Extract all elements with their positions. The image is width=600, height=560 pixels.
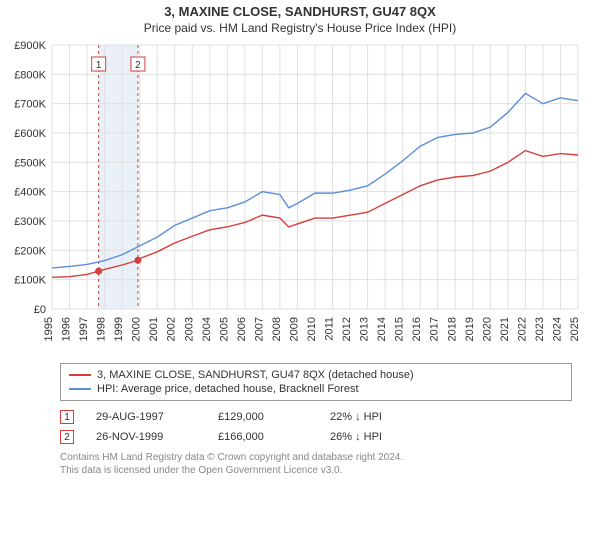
svg-text:2017: 2017	[429, 317, 441, 341]
svg-text:2015: 2015	[394, 317, 406, 341]
svg-text:2014: 2014	[376, 317, 388, 341]
svg-text:£600K: £600K	[14, 128, 46, 140]
svg-text:£900K: £900K	[14, 40, 46, 52]
svg-text:2019: 2019	[464, 317, 476, 341]
svg-text:£0: £0	[34, 304, 46, 316]
event-date: 29-AUG-1997	[96, 411, 196, 423]
svg-text:1999: 1999	[113, 317, 125, 341]
event-marker-badge: 1	[60, 410, 74, 424]
svg-text:2013: 2013	[359, 317, 371, 341]
svg-text:£100K: £100K	[14, 275, 46, 287]
svg-text:£700K: £700K	[14, 99, 46, 111]
svg-text:2011: 2011	[324, 317, 336, 341]
svg-text:2009: 2009	[288, 317, 300, 341]
svg-text:2023: 2023	[534, 317, 546, 341]
svg-text:1998: 1998	[96, 317, 108, 341]
svg-text:2005: 2005	[218, 317, 230, 341]
svg-text:£400K: £400K	[14, 187, 46, 199]
svg-text:2024: 2024	[551, 317, 563, 341]
transaction-events: 1 29-AUG-1997 £129,000 22% ↓ HPI 2 26-NOV-199…	[60, 407, 572, 447]
event-date: 26-NOV-1999	[96, 431, 196, 443]
svg-text:2022: 2022	[516, 317, 528, 341]
series-point	[95, 268, 102, 275]
event-marker: 2	[131, 57, 145, 71]
price-vs-hpi-chart: £0 £100K £200K £300K £400K £500K £600K £700K £80…	[0, 39, 600, 359]
svg-text:2003: 2003	[183, 317, 195, 341]
event-hpi-delta: 26% ↓ HPI	[330, 431, 382, 443]
chart-container: £0 £100K £200K £300K £400K £500K £600K £700K £80…	[0, 39, 600, 359]
svg-text:2012: 2012	[341, 317, 353, 341]
svg-text:2016: 2016	[411, 317, 423, 341]
event-price: £166,000	[218, 431, 308, 443]
svg-text:2: 2	[135, 60, 141, 71]
footer-attribution: Contains HM Land Registry data © Crown c…	[60, 451, 572, 477]
svg-text:1997: 1997	[78, 317, 90, 341]
svg-text:2002: 2002	[166, 317, 178, 341]
svg-text:2007: 2007	[253, 317, 265, 341]
event-price: £129,000	[218, 411, 308, 423]
page-subtitle: Price paid vs. HM Land Registry's House …	[0, 19, 600, 39]
legend-swatch	[69, 374, 91, 376]
svg-text:£300K: £300K	[14, 216, 46, 228]
legend-label: HPI: Average price, detached house, Brac…	[97, 383, 359, 395]
svg-text:£800K: £800K	[14, 69, 46, 81]
page-title: 3, MAXINE CLOSE, SANDHURST, GU47 8QX	[0, 0, 600, 19]
series-point	[134, 257, 141, 264]
svg-text:1995: 1995	[43, 317, 55, 341]
svg-text:£200K: £200K	[14, 245, 46, 257]
svg-text:2020: 2020	[481, 317, 493, 341]
event-hpi-delta: 22% ↓ HPI	[330, 411, 382, 423]
legend-item: HPI: Average price, detached house, Brac…	[69, 382, 563, 396]
svg-text:2021: 2021	[499, 317, 511, 341]
event-marker-badge: 2	[60, 430, 74, 444]
event-marker: 1	[92, 57, 106, 71]
svg-text:2025: 2025	[569, 317, 581, 341]
event-row: 2 26-NOV-1999 £166,000 26% ↓ HPI	[60, 427, 572, 447]
svg-text:2000: 2000	[131, 317, 143, 341]
svg-text:£500K: £500K	[14, 157, 46, 169]
footer-line: This data is licensed under the Open Gov…	[60, 464, 572, 477]
svg-text:2008: 2008	[271, 317, 283, 341]
svg-text:1: 1	[96, 60, 102, 71]
svg-text:2018: 2018	[446, 317, 458, 341]
svg-text:2010: 2010	[306, 317, 318, 341]
svg-text:1996: 1996	[61, 317, 73, 341]
legend: 3, MAXINE CLOSE, SANDHURST, GU47 8QX (de…	[60, 363, 572, 401]
legend-swatch	[69, 388, 91, 390]
legend-item: 3, MAXINE CLOSE, SANDHURST, GU47 8QX (de…	[69, 368, 563, 382]
event-row: 1 29-AUG-1997 £129,000 22% ↓ HPI	[60, 407, 572, 427]
legend-label: 3, MAXINE CLOSE, SANDHURST, GU47 8QX (de…	[97, 369, 414, 381]
svg-text:2004: 2004	[201, 317, 213, 341]
svg-text:2006: 2006	[236, 317, 248, 341]
svg-text:2001: 2001	[148, 317, 160, 341]
footer-line: Contains HM Land Registry data © Crown c…	[60, 451, 572, 464]
